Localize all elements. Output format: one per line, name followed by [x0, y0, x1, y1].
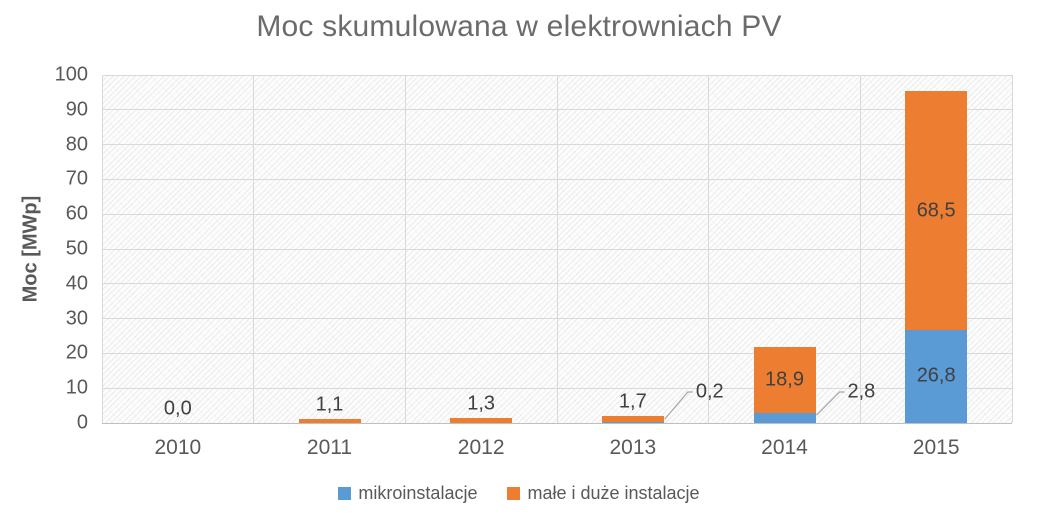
x-axis-tick-label: 2012 — [457, 436, 505, 459]
y-axis-tick-label: 70 — [65, 167, 88, 190]
data-label: 0,0 — [163, 397, 192, 420]
y-axis-tick-label: 90 — [65, 98, 88, 121]
gridline-vertical — [708, 75, 710, 423]
y-axis-tick-label: 40 — [65, 272, 88, 295]
data-label: 18,9 — [765, 368, 804, 391]
x-axis-line — [102, 422, 1012, 424]
gridline-vertical — [253, 75, 255, 423]
bar-segment-series0-2013 — [601, 422, 664, 423]
y-axis-tick-label: 60 — [65, 202, 88, 225]
legend-swatch-icon — [338, 487, 352, 500]
bar-segment-series1-2013 — [601, 416, 664, 423]
x-axis-tick-label: 2013 — [609, 436, 657, 459]
y-axis-tick-label: 0 — [76, 411, 88, 434]
gridline-vertical — [556, 75, 558, 423]
legend-label: mikroinstalacje — [358, 483, 478, 503]
bar-segment-series0-2015 — [905, 329, 968, 423]
y-axis-tick-label: 10 — [65, 376, 88, 399]
bar-segment-series1-2011 — [298, 419, 361, 423]
gridline-vertical — [404, 75, 406, 423]
gridline-vertical — [859, 75, 861, 423]
data-label: 1,3 — [467, 392, 496, 415]
legend-item-series1: małe i duże instalacje — [507, 483, 700, 504]
legend-label: małe i duże instalacje — [527, 483, 700, 503]
gridline-vertical — [101, 75, 103, 423]
y-axis-tick-label: 100 — [54, 63, 88, 86]
data-label: 68,5 — [916, 199, 956, 222]
x-axis-tick-label: 2014 — [761, 436, 808, 459]
data-label: 1,7 — [618, 390, 647, 413]
y-axis-tick-label: 30 — [65, 307, 88, 330]
data-label-callout: 2,8 — [847, 380, 876, 403]
legend-item-series0: mikroinstalacje — [338, 483, 477, 504]
chart-title: Moc skumulowana w elektrowniach PV — [256, 10, 782, 43]
legend: mikroinstalacje małe i duże instalacje — [0, 483, 1038, 504]
legend-swatch-icon — [507, 487, 521, 500]
data-label: 1,1 — [315, 393, 344, 416]
bar-segment-series1-2012 — [450, 418, 513, 423]
gridline-vertical — [1011, 75, 1013, 423]
data-label-callout: 0,2 — [695, 380, 724, 403]
x-axis-tick-label: 2010 — [154, 436, 202, 459]
bar-segment-series0-2014 — [753, 413, 816, 423]
y-axis-tick-label: 20 — [65, 341, 88, 364]
y-axis-tick-label: 80 — [65, 133, 88, 156]
data-label: 26,8 — [916, 364, 956, 387]
x-axis-tick-label: 2011 — [306, 436, 353, 459]
bar-segment-series1-2015 — [905, 91, 968, 330]
x-axis-tick-label: 2015 — [912, 436, 960, 459]
bar-segment-series1-2014 — [753, 347, 816, 414]
y-axis-tick-label: 50 — [65, 237, 88, 260]
